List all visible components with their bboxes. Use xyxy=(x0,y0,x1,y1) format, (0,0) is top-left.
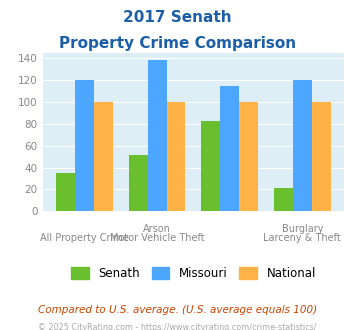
Text: Burglary: Burglary xyxy=(282,224,323,234)
Bar xyxy=(312,102,331,211)
Bar xyxy=(274,188,293,211)
Legend: Senath, Missouri, National: Senath, Missouri, National xyxy=(66,262,321,284)
Bar xyxy=(220,85,239,211)
Bar xyxy=(166,102,186,211)
Bar xyxy=(201,120,220,211)
Bar xyxy=(75,80,94,211)
Text: Larceny & Theft: Larceny & Theft xyxy=(263,233,341,244)
Text: © 2025 CityRating.com - https://www.cityrating.com/crime-statistics/: © 2025 CityRating.com - https://www.city… xyxy=(38,323,317,330)
Text: 2017 Senath: 2017 Senath xyxy=(123,10,232,25)
Text: Compared to U.S. average. (U.S. average equals 100): Compared to U.S. average. (U.S. average … xyxy=(38,305,317,315)
Bar xyxy=(148,60,166,211)
Text: Arson: Arson xyxy=(143,224,171,234)
Text: Motor Vehicle Theft: Motor Vehicle Theft xyxy=(110,233,204,244)
Bar xyxy=(129,155,148,211)
Bar xyxy=(94,102,113,211)
Bar xyxy=(293,80,312,211)
Text: Property Crime Comparison: Property Crime Comparison xyxy=(59,36,296,51)
Bar xyxy=(56,173,75,211)
Text: All Property Crime: All Property Crime xyxy=(40,233,129,244)
Bar xyxy=(239,102,258,211)
